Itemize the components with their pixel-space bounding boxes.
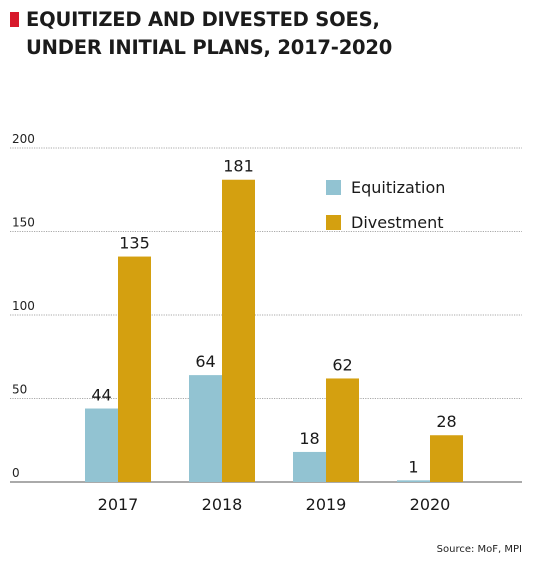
chart-title: EQUITIZED AND DIVESTED SOES, UNDER INITI…: [26, 6, 392, 62]
divestment-bar: [118, 256, 151, 482]
legend-swatch-equitization: [326, 180, 341, 195]
data-label: 64: [195, 352, 215, 371]
data-label: 1: [408, 457, 418, 476]
data-label: 181: [223, 157, 254, 176]
data-label: 18: [299, 429, 319, 448]
divestment-bar: [430, 435, 463, 482]
chart-title-line-1: EQUITIZED AND DIVESTED SOES,: [26, 8, 380, 31]
y-tick-label: 200: [12, 132, 35, 146]
y-tick-label: 50: [12, 383, 27, 397]
data-label: 135: [119, 234, 150, 253]
legend-swatch-divestment: [326, 215, 341, 230]
title-marker: [10, 12, 19, 27]
y-tick-label: 150: [12, 216, 35, 230]
equitization-bar: [293, 451, 326, 482]
divestment-bar: [326, 378, 359, 482]
divestment-bar: [222, 179, 255, 483]
y-tick-label: 0: [12, 466, 20, 480]
equitization-bar: [397, 480, 430, 482]
equitization-bar: [189, 375, 222, 482]
x-tick-label: 2018: [202, 495, 243, 514]
legend-label-divestment: Divestment: [351, 213, 444, 232]
y-tick-label: 100: [12, 299, 35, 313]
x-tick-label: 2020: [410, 495, 451, 514]
data-label: 44: [91, 386, 111, 405]
equitization-bar: [85, 408, 118, 482]
chart-title-line-2: UNDER INITIAL PLANS, 2017-2020: [26, 36, 393, 59]
data-label: 28: [436, 412, 456, 431]
legend-label-equitization: Equitization: [351, 178, 445, 197]
x-tick-label: 2017: [98, 495, 139, 514]
x-tick-label: 2019: [306, 495, 347, 514]
source-note: Source: MoF, MPI: [436, 544, 522, 555]
data-label: 62: [332, 355, 352, 374]
